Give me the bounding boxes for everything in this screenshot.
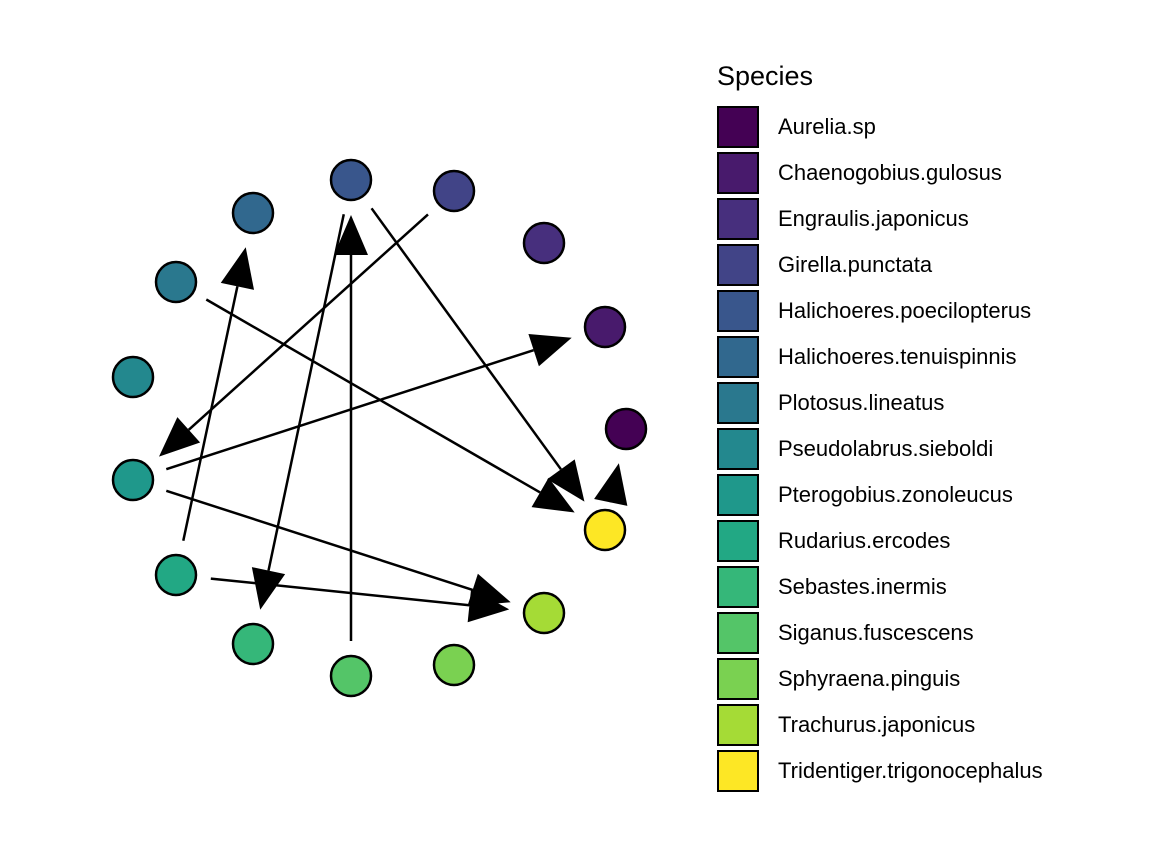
- legend-label: Halichoeres.poecilopterus: [778, 298, 1032, 323]
- legend-label: Plotosus.lineatus: [778, 390, 945, 415]
- legend-swatch: [717, 750, 759, 792]
- arrowhead: [251, 567, 286, 610]
- legend-item: Engraulis.japonicus: [717, 196, 1043, 242]
- species-node: [231, 191, 275, 235]
- legend-swatch: [717, 658, 759, 700]
- arrowhead: [159, 417, 201, 457]
- species-node: [583, 305, 627, 349]
- legend-swatch: [717, 704, 759, 746]
- legend-label: Sebastes.inermis: [778, 574, 947, 599]
- legend-item: Aurelia.sp: [717, 104, 1043, 150]
- legend-label: Tridentiger.trigonocephalus: [778, 758, 1043, 783]
- arrowhead: [547, 459, 585, 502]
- species-node: [154, 260, 198, 304]
- legend-item: Sphyraena.pinguis: [717, 656, 1043, 702]
- legend-item: Trachurus.japonicus: [717, 702, 1043, 748]
- species-node: [522, 221, 566, 265]
- legend-swatch: [717, 290, 759, 332]
- legend-swatch: [717, 198, 759, 240]
- arrowhead: [467, 588, 510, 623]
- legend-item: Pseudolabrus.sieboldi: [717, 426, 1043, 472]
- edge-arrow: [159, 213, 429, 457]
- legend-swatch: [717, 520, 759, 562]
- legend-swatch: [717, 612, 759, 654]
- edge-arrow: [594, 463, 628, 506]
- edge-arrow: [251, 213, 345, 610]
- legend-item: Halichoeres.poecilopterus: [717, 288, 1043, 334]
- species-node: [231, 622, 275, 666]
- legend-label: Chaenogobius.gulosus: [778, 160, 1002, 185]
- legend-item: Sebastes.inermis: [717, 564, 1043, 610]
- arrowhead: [334, 215, 368, 255]
- legend-item: Rudarius.ercodes: [717, 518, 1043, 564]
- edge-arrow: [205, 298, 575, 513]
- legend-item: Plotosus.lineatus: [717, 380, 1043, 426]
- legend-label: Pseudolabrus.sieboldi: [778, 436, 994, 461]
- legend-title: Species: [717, 61, 814, 91]
- species-node: [432, 643, 476, 687]
- legend-item: Girella.punctata: [717, 242, 1043, 288]
- edge-line: [370, 207, 562, 471]
- legend-label: Sphyraena.pinguis: [778, 666, 961, 691]
- legend-label: Siganus.fuscescens: [778, 620, 974, 645]
- legend-item: Halichoeres.tenuispinnis: [717, 334, 1043, 380]
- legend: Species Aurelia.sp Chaenogobius.gulosus En…: [717, 58, 1043, 794]
- legend-swatch: [717, 244, 759, 286]
- edge-line: [187, 213, 429, 431]
- edge-layer: [159, 207, 628, 641]
- legend-swatch: [717, 428, 759, 470]
- legend-item: Pterogobius.zonoleucus: [717, 472, 1043, 518]
- arrowhead: [594, 463, 628, 506]
- legend-label: Girella.punctata: [778, 252, 933, 277]
- food-web-network: [111, 158, 648, 698]
- arrowhead: [528, 333, 572, 367]
- legend-item: Siganus.fuscescens: [717, 610, 1043, 656]
- node-layer: [111, 158, 648, 698]
- arrowhead: [531, 477, 575, 513]
- edge-line: [205, 298, 541, 494]
- edge-line: [165, 489, 474, 592]
- legend-swatch: [717, 566, 759, 608]
- legend-label: Halichoeres.tenuispinnis: [778, 344, 1017, 369]
- arrowhead: [220, 247, 255, 290]
- legend-label: Engraulis.japonicus: [778, 206, 969, 231]
- edge-arrow: [182, 247, 255, 542]
- legend-label: Pterogobius.zonoleucus: [778, 482, 1013, 507]
- legend-label: Rudarius.ercodes: [778, 528, 951, 553]
- edge-arrow: [334, 215, 368, 641]
- legend-swatch: [717, 382, 759, 424]
- species-node: [111, 355, 155, 399]
- edge-line: [267, 213, 345, 571]
- species-node: [154, 553, 198, 597]
- species-node: [432, 169, 476, 213]
- edge-arrow: [210, 577, 510, 623]
- legend-label: Aurelia.sp: [778, 114, 876, 139]
- edge-line: [210, 577, 470, 607]
- species-node: [329, 654, 373, 698]
- species-node: [329, 158, 373, 202]
- legend-swatch: [717, 474, 759, 516]
- legend-swatch: [717, 152, 759, 194]
- legend-item: Tridentiger.trigonocephalus: [717, 748, 1043, 794]
- species-node: [522, 591, 566, 635]
- species-node: [111, 458, 155, 502]
- legend-swatch: [717, 106, 759, 148]
- species-node: [583, 508, 627, 552]
- edge-arrow: [370, 207, 585, 502]
- legend-items: Aurelia.sp Chaenogobius.gulosus Engraulis.…: [717, 104, 1043, 794]
- legend-item: Chaenogobius.gulosus: [717, 150, 1043, 196]
- legend-label: Trachurus.japonicus: [778, 712, 976, 737]
- edge-line: [182, 286, 239, 542]
- species-node: [604, 407, 648, 451]
- legend-swatch: [717, 336, 759, 378]
- edge-arrow: [165, 489, 511, 607]
